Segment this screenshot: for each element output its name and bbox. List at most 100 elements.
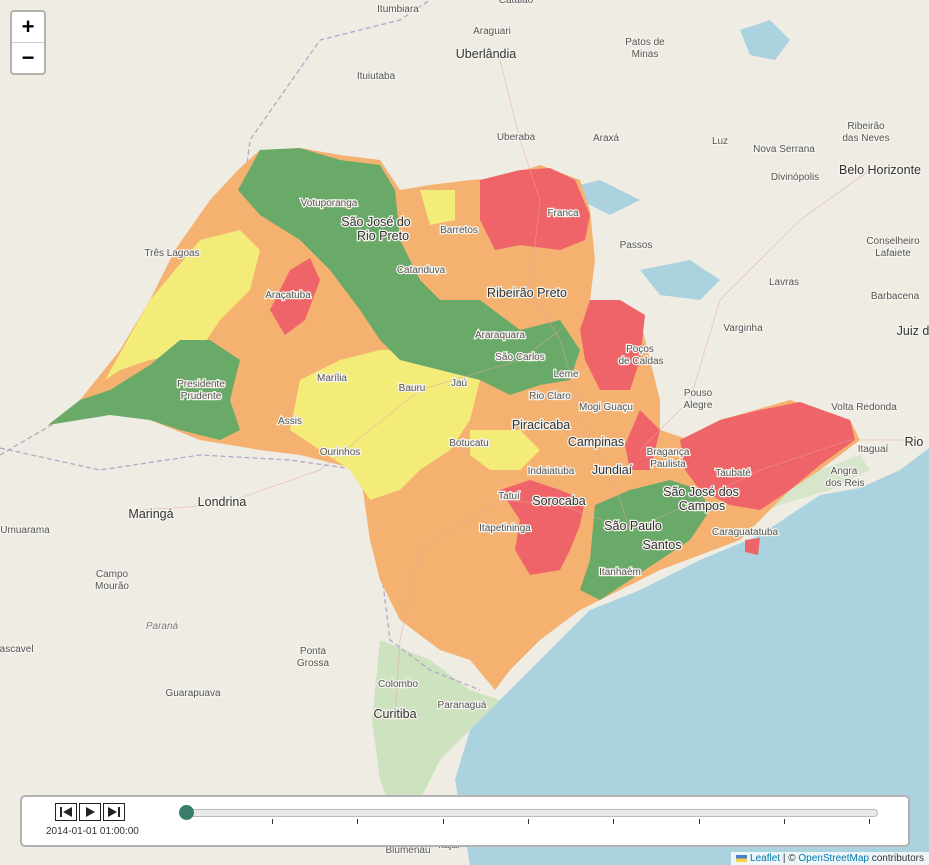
skip-back-button[interactable] bbox=[55, 803, 77, 821]
place-label: São José do bbox=[341, 215, 411, 229]
place-label: Poços bbox=[626, 344, 654, 355]
place-label: Passos bbox=[620, 240, 653, 251]
place-label: Colombo bbox=[378, 679, 418, 690]
region-red bbox=[580, 300, 645, 390]
place-label: Londrina bbox=[198, 495, 247, 509]
place-label: Santos bbox=[643, 538, 682, 552]
place-label: Maringá bbox=[128, 507, 173, 521]
leaflet-link[interactable]: Leaflet bbox=[750, 853, 781, 864]
place-label: Campo bbox=[96, 569, 129, 580]
place-label: Catalão bbox=[499, 0, 534, 6]
place-label: Araçatuba bbox=[265, 290, 311, 301]
place-label: Taubaté bbox=[715, 468, 751, 479]
region-yellow bbox=[420, 190, 455, 225]
place-label: Assis bbox=[278, 416, 302, 427]
place-label: Nova Serrana bbox=[753, 144, 815, 155]
place-label: Belo Horizonte bbox=[839, 163, 921, 177]
region-yellow bbox=[470, 430, 540, 470]
place-label: Araguari bbox=[473, 26, 511, 37]
timeline-tick bbox=[527, 819, 529, 824]
timeline-tick bbox=[783, 819, 785, 824]
place-label: Varginha bbox=[723, 323, 763, 334]
attribution-separator: | © bbox=[780, 853, 799, 864]
osm-link[interactable]: OpenStreetMap bbox=[798, 853, 869, 864]
region-red bbox=[625, 410, 660, 470]
timeline-tick bbox=[869, 819, 871, 824]
place-label: Itapetininga bbox=[479, 523, 531, 534]
place-label: São José dos bbox=[663, 485, 739, 499]
map-attribution: Leaflet | © OpenStreetMap contributors bbox=[731, 852, 929, 865]
place-label: Marília bbox=[317, 373, 347, 384]
place-label: Bauru bbox=[399, 383, 426, 394]
place-label: São Paulo bbox=[604, 519, 662, 533]
place-label: Itaguaí bbox=[858, 444, 889, 455]
road-network bbox=[139, 59, 920, 716]
place-label: Campos bbox=[679, 499, 726, 513]
place-label: das Neves bbox=[842, 133, 889, 144]
place-label: Ribeirão Preto bbox=[487, 286, 567, 300]
playback-buttons bbox=[55, 803, 127, 821]
place-label: Leme bbox=[553, 369, 578, 380]
place-label: Uberlândia bbox=[456, 47, 517, 61]
place-label: Divinópolis bbox=[771, 172, 819, 183]
current-time: 2014-01-01 01:00:00 bbox=[46, 826, 139, 837]
timeline-tick bbox=[357, 819, 359, 824]
place-label: Rio Preto bbox=[357, 229, 409, 243]
leaflet-flag-icon bbox=[736, 854, 748, 862]
place-label: Lavras bbox=[769, 277, 799, 288]
place-label: Itumbiara bbox=[377, 4, 419, 15]
place-label: Ourinhos bbox=[320, 447, 361, 458]
reservoir bbox=[740, 20, 790, 60]
place-label: Presidente bbox=[177, 379, 225, 390]
play-button[interactable] bbox=[79, 803, 101, 821]
place-label: Araraquara bbox=[475, 330, 525, 341]
zoom-in-button[interactable]: + bbox=[12, 12, 44, 43]
place-label: Rio bbox=[905, 435, 924, 449]
forest-area bbox=[372, 640, 500, 830]
place-label: Umuarama bbox=[0, 525, 50, 536]
attribution-suffix: contributors bbox=[868, 853, 924, 864]
timeline-control: 2014-01-01 01:00:00 bbox=[20, 795, 910, 847]
place-label: Jundiaí bbox=[592, 463, 633, 477]
place-label: Guarapuava bbox=[165, 688, 220, 699]
place-label: Lafaiete bbox=[875, 248, 911, 259]
timeline-tick bbox=[698, 819, 700, 824]
zoom-control: + − bbox=[10, 10, 46, 75]
place-label: Juiz d bbox=[897, 324, 929, 338]
timeline-slider-track[interactable] bbox=[185, 809, 878, 817]
place-label: Paranaguá bbox=[438, 700, 487, 711]
skip-forward-icon bbox=[108, 807, 120, 817]
zoom-out-button[interactable]: − bbox=[21, 45, 35, 70]
sao-paulo-choropleth bbox=[48, 148, 860, 690]
timeline-slider-handle[interactable] bbox=[179, 805, 194, 820]
place-label: Ituiutaba bbox=[357, 71, 396, 82]
skip-forward-button[interactable] bbox=[103, 803, 125, 821]
place-label: Paulista bbox=[650, 459, 686, 470]
place-label: Luz bbox=[712, 136, 728, 147]
region-red bbox=[745, 538, 760, 555]
skip-back-icon bbox=[60, 807, 72, 817]
place-label: Volta Redonda bbox=[831, 402, 897, 413]
place-label: Tatuí bbox=[498, 491, 520, 502]
place-label: Blumenau bbox=[385, 845, 430, 856]
region-green bbox=[238, 148, 580, 395]
region-red bbox=[500, 480, 585, 575]
place-label: Ponta bbox=[300, 646, 327, 657]
place-label: Jaú bbox=[451, 378, 467, 389]
region-red bbox=[680, 402, 855, 510]
place-label: Mogi Guaçu bbox=[579, 402, 633, 413]
play-icon bbox=[86, 807, 95, 817]
place-label: Barretos bbox=[440, 225, 478, 236]
place-label: Catanduva bbox=[397, 265, 446, 276]
place-label: Botucatu bbox=[449, 438, 488, 449]
region-red bbox=[270, 258, 320, 335]
place-label: Mourão bbox=[95, 581, 129, 592]
place-label: Barbacena bbox=[871, 291, 920, 302]
place-label: Patos de bbox=[625, 37, 665, 48]
place-label: Bragança bbox=[647, 447, 690, 458]
place-label: Angra bbox=[831, 466, 858, 477]
place-label: dos Reis bbox=[826, 478, 865, 489]
